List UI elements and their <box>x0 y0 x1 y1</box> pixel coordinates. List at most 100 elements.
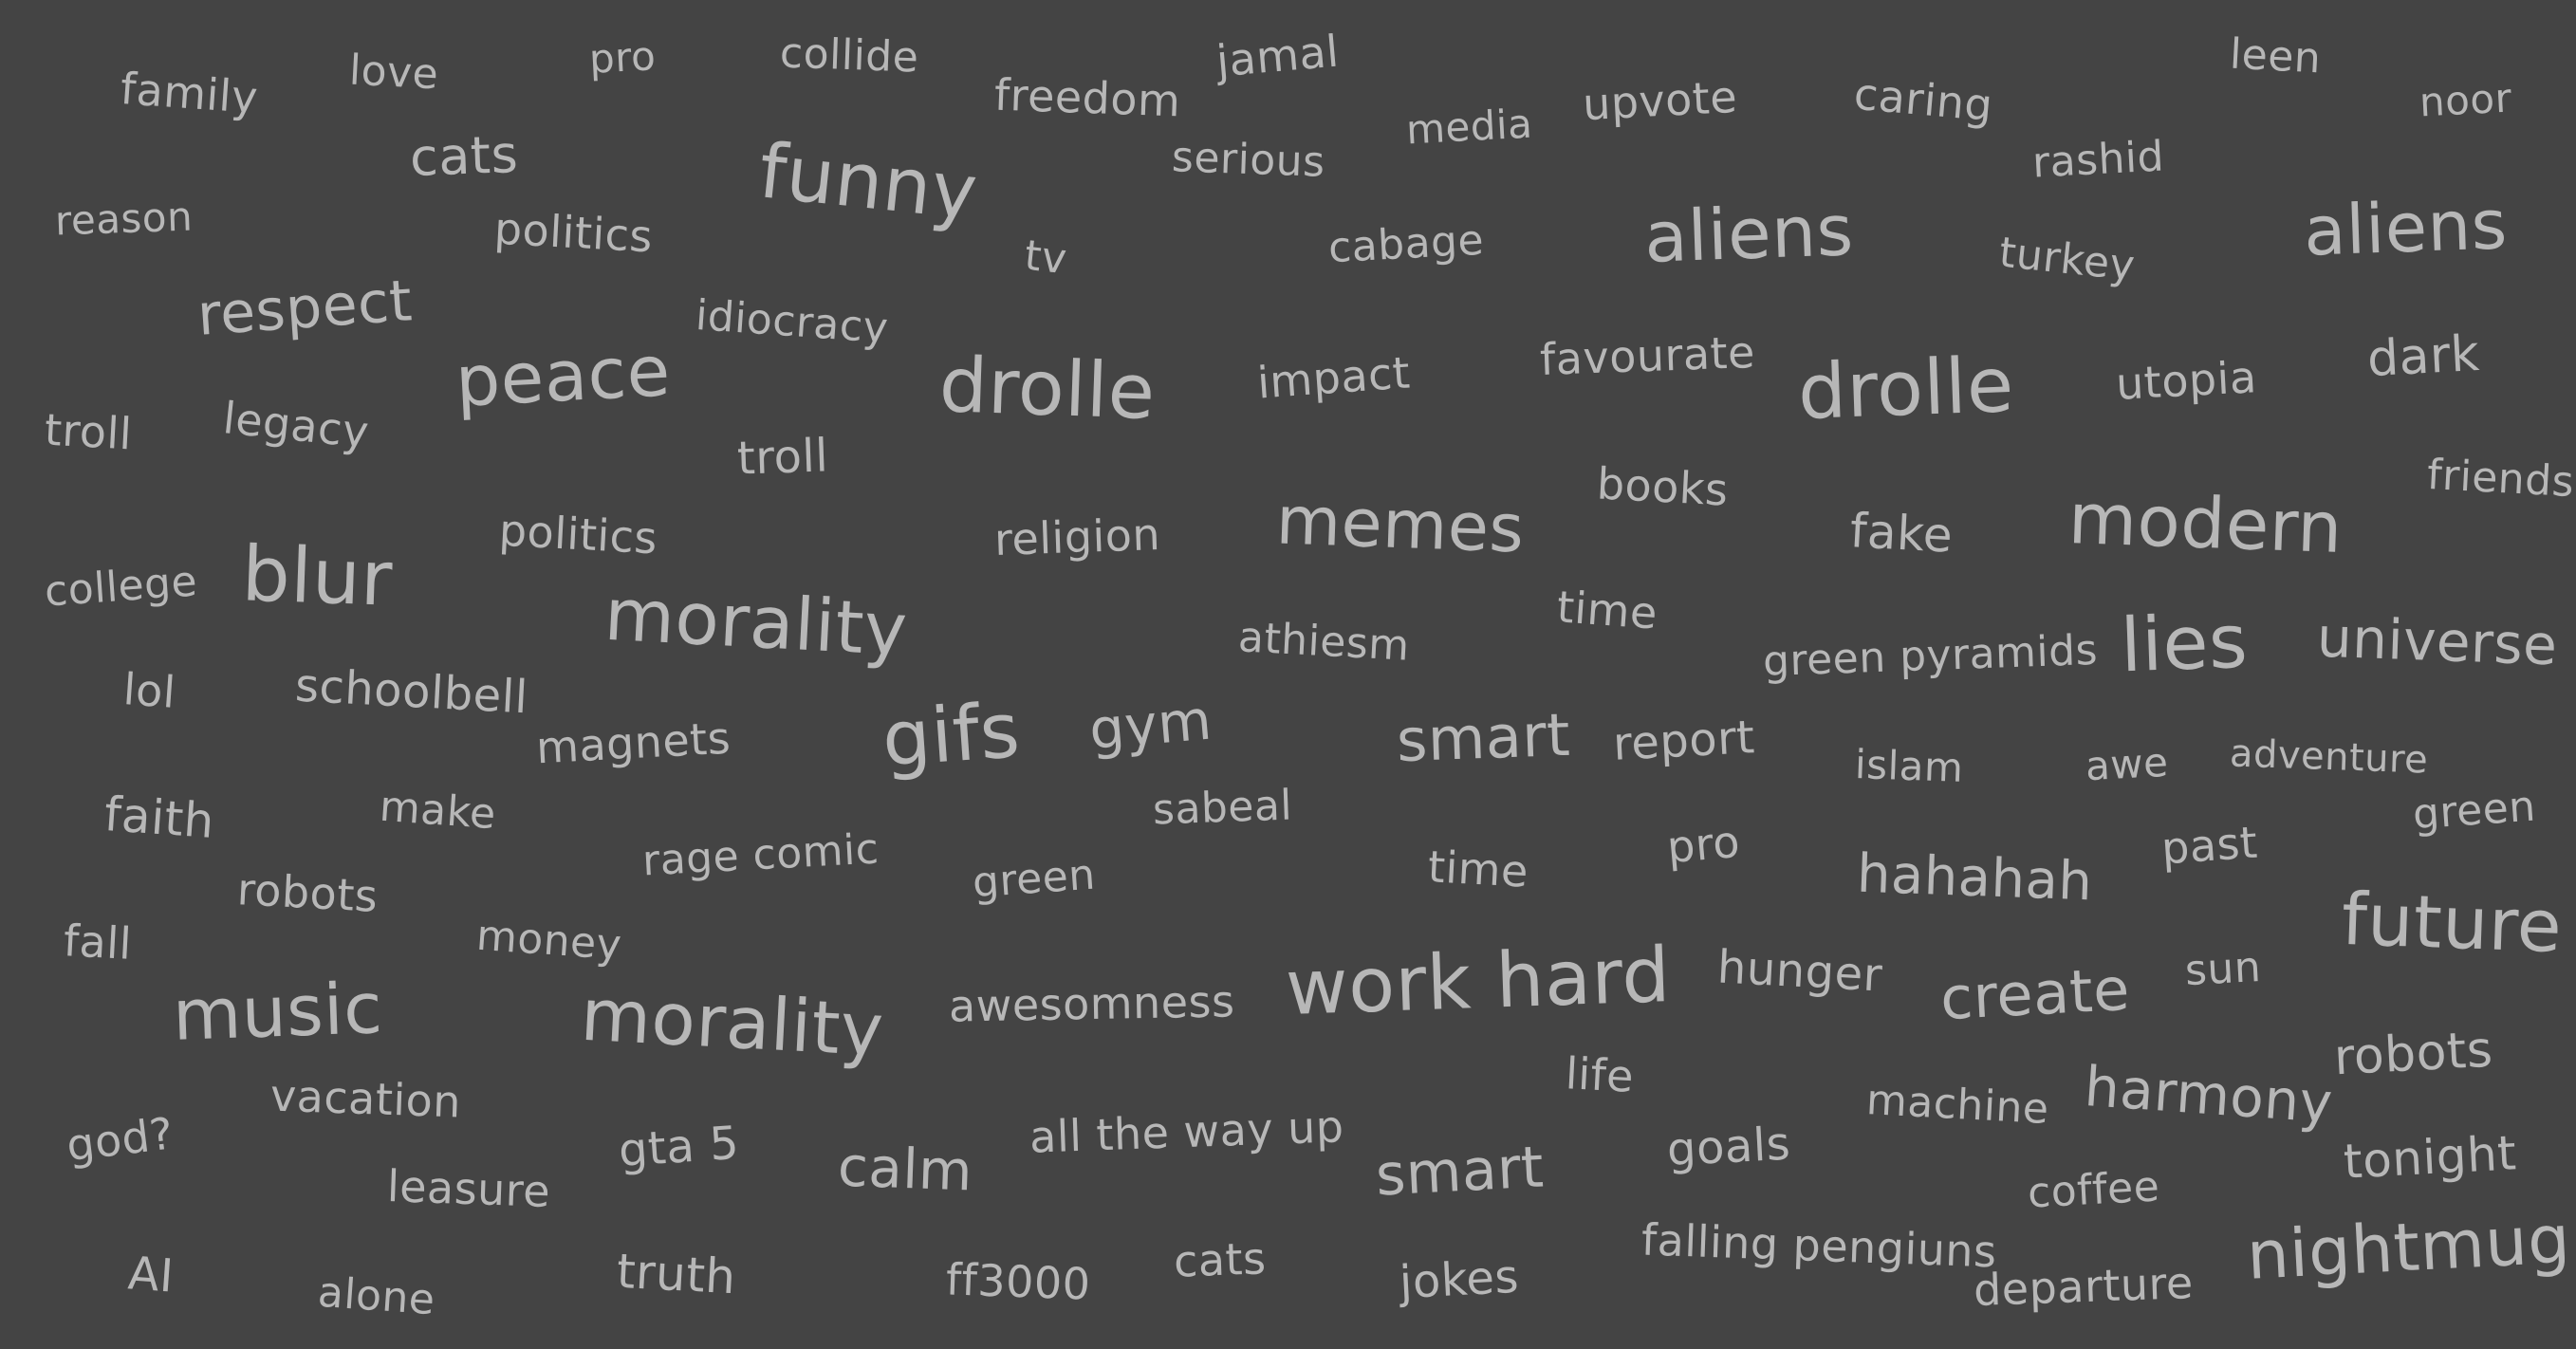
word-religion: religion <box>993 508 1161 566</box>
word-memes: memes <box>1274 481 1526 568</box>
word-collide: collide <box>779 28 920 83</box>
word-cabage: cabage <box>1326 215 1486 273</box>
word-upvote: upvote <box>1581 70 1739 131</box>
word-noor: noor <box>2418 74 2513 126</box>
word-AI: AI <box>126 1247 176 1303</box>
word-drolle-2: drolle <box>1796 341 2016 436</box>
word-adventure: adventure <box>2229 731 2429 783</box>
word-jokes: jokes <box>1398 1249 1521 1310</box>
word-falling-pengiuns: falling pengiuns <box>1640 1213 1998 1278</box>
word-favourate: favourate <box>1539 326 1756 385</box>
word-music: music <box>171 968 384 1057</box>
word-athiesm: athiesm <box>1236 613 1411 671</box>
word-coffee: coffee <box>2026 1162 2161 1218</box>
word-create: create <box>1938 953 2132 1034</box>
word-sun: sun <box>2183 942 2263 996</box>
word-time-2: time <box>1426 841 1530 897</box>
word-gifs: gifs <box>879 686 1023 784</box>
word-future: future <box>2340 876 2564 970</box>
word-awe: awe <box>2084 738 2170 790</box>
word-gym: gym <box>1086 687 1214 763</box>
word-all-the-way-up: all the way up <box>1029 1100 1345 1163</box>
word-jamal: jamal <box>1214 25 1342 87</box>
word-green-pyramids: green pyramids <box>1762 625 2099 687</box>
word-serious: serious <box>1171 133 1326 187</box>
word-gta-5: gta 5 <box>617 1116 741 1178</box>
word-idiocracy: idiocracy <box>694 290 890 354</box>
word-rashid: rashid <box>2030 132 2166 188</box>
word-blur: blur <box>240 529 395 623</box>
word-rage-comic: rage comic <box>640 824 880 886</box>
word-troll-1: troll <box>43 403 134 460</box>
word-vacation: vacation <box>269 1069 462 1128</box>
word-universe: universe <box>2315 604 2559 678</box>
word-books: books <box>1595 457 1730 516</box>
word-time-1: time <box>1555 581 1659 639</box>
word-magnets: magnets <box>534 711 732 774</box>
word-past: past <box>2159 816 2260 875</box>
word-machine: machine <box>1864 1075 2050 1135</box>
word-departure: departure <box>1973 1256 2195 1317</box>
word-calm: calm <box>836 1134 974 1204</box>
word-islam: islam <box>1854 741 1965 791</box>
word-ff3000: ff3000 <box>945 1253 1092 1310</box>
word-pro: pro <box>587 32 658 83</box>
word-respect: respect <box>195 268 415 349</box>
word-hahahah: hahahah <box>1855 842 2094 914</box>
word-leasure: leasure <box>386 1160 551 1217</box>
word-goals: goals <box>1665 1117 1792 1177</box>
word-media: media <box>1404 100 1534 154</box>
word-hunger: hunger <box>1715 940 1884 1003</box>
word-morality-1: morality <box>602 571 910 673</box>
word-caring: caring <box>1851 67 1995 132</box>
word-god: god? <box>64 1107 176 1172</box>
word-work-hard: work hard <box>1284 930 1672 1033</box>
word-schoolbell: schoolbell <box>293 658 529 725</box>
word-green-2: green <box>2411 782 2538 840</box>
word-harmony: harmony <box>2082 1053 2335 1136</box>
word-robots-2: robots <box>2332 1021 2494 1087</box>
word-morality-2: morality <box>578 971 886 1073</box>
word-money: money <box>474 911 623 970</box>
word-turkey: turkey <box>1996 228 2138 291</box>
word-faith: faith <box>102 786 216 849</box>
word-smart-2: smart <box>1374 1134 1546 1210</box>
word-impact: impact <box>1255 346 1412 409</box>
word-modern: modern <box>2066 477 2344 570</box>
word-friends: friends <box>2425 450 2576 508</box>
word-alone: alone <box>316 1267 437 1325</box>
word-fake: fake <box>1848 503 1955 564</box>
word-aliens-2: aliens <box>2302 184 2509 271</box>
word-reason: reason <box>54 193 194 245</box>
word-truth: truth <box>615 1243 738 1305</box>
word-awesomness: awesomness <box>948 975 1235 1032</box>
word-family: family <box>119 63 260 123</box>
word-nightmug: nightmug <box>2245 1200 2572 1295</box>
word-life: life <box>1564 1047 1636 1102</box>
word-freedom: freedom <box>993 68 1182 127</box>
word-pro-2: pro <box>1664 815 1742 874</box>
word-love: love <box>347 46 440 100</box>
word-college: college <box>43 557 199 617</box>
word-lol: lol <box>121 663 178 718</box>
word-aliens-1: aliens <box>1642 190 1855 279</box>
word-leen: leen <box>2228 29 2323 83</box>
word-lies: lies <box>2119 599 2250 690</box>
word-dark: dark <box>2365 324 2481 389</box>
word-utopia: utopia <box>2114 351 2258 410</box>
word-legacy: legacy <box>220 392 372 458</box>
word-robots-1: robots <box>235 863 380 922</box>
word-fall: fall <box>62 915 134 970</box>
word-report: report <box>1611 711 1756 771</box>
word-politics: politics <box>492 202 655 263</box>
word-politics-2: politics <box>497 504 659 564</box>
word-peace: peace <box>453 330 673 423</box>
word-smart-1: smart <box>1395 699 1572 776</box>
word-cats: cats <box>408 124 520 188</box>
word-green-1: green <box>971 850 1098 908</box>
word-cats-2: cats <box>1173 1232 1268 1287</box>
word-tv: tv <box>1022 231 1069 285</box>
word-funny: funny <box>754 126 982 237</box>
word-sabeal: sabeal <box>1152 781 1293 835</box>
